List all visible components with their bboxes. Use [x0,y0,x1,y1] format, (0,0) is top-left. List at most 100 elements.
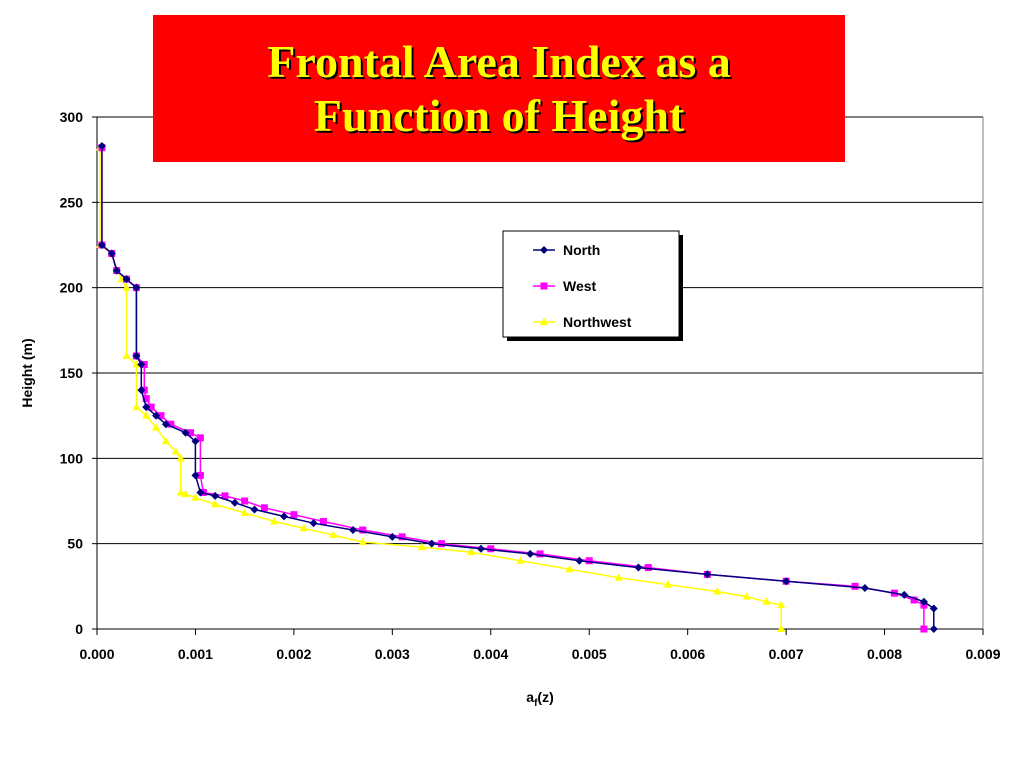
data-point [161,420,170,429]
x-tick-label: 0.007 [769,646,804,662]
data-point [348,526,357,535]
legend-item-north: North [533,242,600,258]
data-point [167,420,175,428]
data-point [221,492,229,500]
series-line-west [101,147,925,629]
data-point [359,526,367,534]
y-tick-label: 300 [60,109,84,125]
legend-item-northwest: Northwest [533,314,632,330]
data-point [142,403,151,412]
slide-title-line-2: Function of Height [313,89,685,141]
x-tick-label: 0.001 [178,646,213,662]
legend-label: West [563,278,597,294]
data-point [191,471,200,480]
data-point [929,625,938,633]
x-tick-label: 0.003 [375,646,410,662]
data-point [487,545,495,553]
x-tick-label: 0.008 [867,646,902,662]
data-point [260,504,268,512]
data-point [270,516,279,525]
data-point [176,453,185,462]
x-axis-label-main: a [526,689,534,705]
x-tick-label: 0.006 [670,646,705,662]
legend-label: North [563,242,600,258]
data-point [122,275,131,284]
data-point [299,523,308,532]
data-point [398,533,406,541]
data-point [250,505,259,514]
x-tick-label: 0.005 [572,646,607,662]
data-point [575,556,584,565]
data-point [762,597,771,605]
data-point [132,402,141,411]
data-point [388,532,397,541]
data-point [280,512,289,521]
data-point [782,577,791,586]
axes: 0 50 100 150 200 250 300 0.000 0.001 0.002 0.003 0.… [60,109,1001,662]
data-point [860,584,869,593]
data-point [634,563,643,572]
data-point [516,556,525,564]
data-point [536,550,544,558]
data-point [191,493,200,501]
data-point [211,499,220,508]
data-point [241,497,249,505]
x-axis-label: af(z) [526,689,553,709]
data-point [132,351,141,360]
x-axis-label-tail: (z) [537,689,553,705]
y-tick-label: 250 [60,194,84,210]
series-line-north [101,146,935,629]
data-point [309,519,318,528]
legend-item-west: West [533,278,597,294]
y-tick-label: 100 [60,450,84,466]
series-layer [95,142,938,633]
data-point [137,360,146,369]
data-point [920,625,928,633]
y-tick-label: 50 [67,536,83,552]
data-point [929,604,938,613]
data-point [137,386,146,395]
data-point [614,573,623,581]
y-axis-label: Height (m) [19,338,35,407]
data-point [187,429,195,437]
data-point [196,488,205,497]
legend: North West Northwest [502,230,683,341]
legend-marker [540,317,548,325]
data-point [742,592,751,600]
data-point [132,283,141,292]
slide-title-box: Frontal Area Index as a Function of Heig… [153,15,845,162]
series-line-northwest [99,147,782,629]
y-tick-label: 200 [60,280,84,296]
data-point [777,624,786,632]
data-point [585,557,593,565]
data-point [142,411,151,419]
data-point [703,570,712,579]
legend-box [502,230,680,338]
data-point [97,142,106,151]
data-point [196,434,204,442]
data-point [196,471,204,479]
data-point [147,403,155,411]
data-point [565,564,574,573]
x-tick-label: 0.000 [79,646,114,662]
data-point [476,544,485,553]
data-point [319,517,327,525]
data-point [181,428,190,437]
data-point [157,412,165,420]
data-point [152,411,161,420]
data-point [97,241,106,249]
data-point [112,266,121,275]
data-point [290,511,298,519]
data-point [900,590,909,599]
x-axis-label-subscript: f [534,698,538,709]
data-point [910,596,918,604]
data-point [142,395,150,403]
data-point [152,423,161,431]
data-point [427,539,436,548]
data-point [644,564,652,572]
series-north [97,142,938,633]
data-point [467,547,476,556]
data-point [777,600,786,609]
y-tick-label: 150 [60,365,84,381]
data-point [191,437,200,446]
